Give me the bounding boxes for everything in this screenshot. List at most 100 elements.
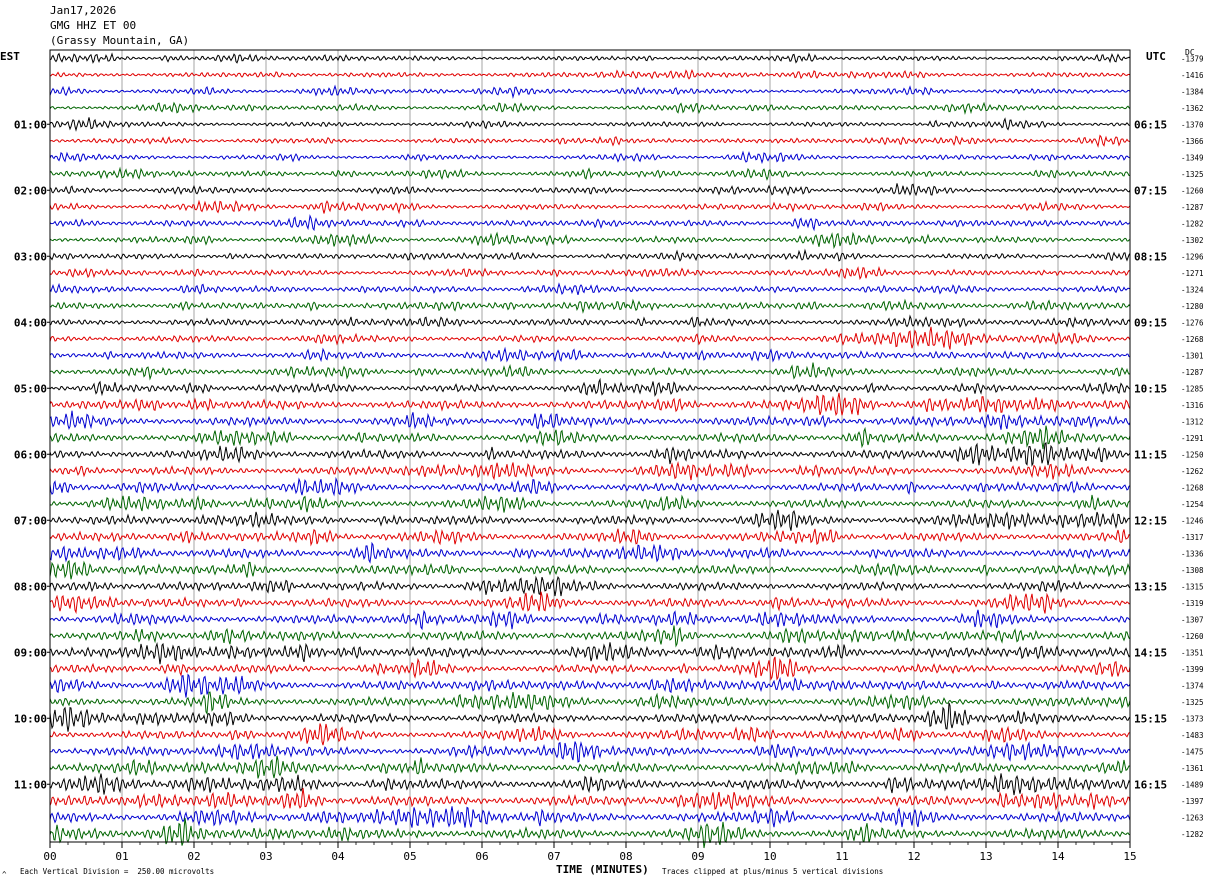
trace-row-10 bbox=[49, 214, 1131, 232]
x-tick-label-01: 01 bbox=[115, 850, 128, 863]
dc-offset-label: -1315 bbox=[1181, 582, 1204, 591]
dc-offset-label: -1399 bbox=[1181, 665, 1204, 674]
dc-offset-label: -1325 bbox=[1181, 170, 1204, 179]
dc-offset-label: -1291 bbox=[1181, 434, 1204, 443]
dc-offset-label: -1296 bbox=[1181, 252, 1204, 261]
dc-offset-label: -1282 bbox=[1181, 219, 1204, 228]
trace-row-46 bbox=[49, 806, 1131, 828]
dc-offset-label: -1316 bbox=[1181, 401, 1204, 410]
est-hour-label: 08:00 bbox=[14, 580, 47, 593]
est-hour-label: 04:00 bbox=[14, 316, 47, 329]
x-axis-title: TIME (MINUTES) bbox=[556, 863, 649, 876]
x-tick-label-13: 13 bbox=[979, 850, 992, 863]
trace-row-21 bbox=[49, 392, 1131, 417]
location-label: (Grassy Mountain, GA) bbox=[50, 34, 190, 47]
trace-row-42 bbox=[49, 741, 1131, 763]
utc-hour-label: 15:15 bbox=[1134, 712, 1167, 725]
trace-row-7 bbox=[49, 166, 1131, 181]
seismic-traces bbox=[49, 52, 1131, 849]
scale-note: Each Vertical Division = 250.00 microvol… bbox=[20, 867, 215, 876]
trace-row-28 bbox=[49, 509, 1131, 531]
x-tick-label-08: 08 bbox=[619, 850, 632, 863]
dc-offset-label: -1384 bbox=[1181, 87, 1204, 96]
dc-offset-label: -1379 bbox=[1181, 54, 1204, 63]
trace-row-18 bbox=[49, 346, 1131, 363]
minute-gridlines bbox=[121, 50, 1059, 842]
utc-hour-label: 08:15 bbox=[1134, 250, 1167, 263]
dc-offset-label: -1489 bbox=[1181, 780, 1204, 789]
est-hour-label: 10:00 bbox=[14, 712, 47, 725]
x-tick-label-14: 14 bbox=[1051, 850, 1065, 863]
trace-row-5 bbox=[49, 134, 1131, 148]
trace-row-4 bbox=[49, 117, 1131, 132]
dc-offset-label: -1268 bbox=[1181, 335, 1204, 344]
trace-row-41 bbox=[49, 723, 1131, 746]
station-label: GMG HHZ ET 00 bbox=[50, 19, 137, 32]
x-tick-label-03: 03 bbox=[259, 850, 272, 863]
trace-row-12 bbox=[49, 248, 1131, 262]
trace-row-30 bbox=[49, 541, 1131, 564]
est-hour-label: 11:00 bbox=[14, 778, 47, 791]
est-axis-title: EST bbox=[0, 50, 20, 63]
trace-row-9 bbox=[49, 199, 1131, 215]
trace-row-27 bbox=[49, 494, 1131, 513]
dc-offset-label: -1246 bbox=[1181, 516, 1204, 525]
trace-row-33 bbox=[49, 591, 1131, 615]
est-hour-label: 03:00 bbox=[14, 250, 47, 263]
dc-offset-label: -1250 bbox=[1181, 450, 1204, 459]
utc-hour-label: 13:15 bbox=[1134, 580, 1167, 593]
trace-row-3 bbox=[49, 101, 1131, 115]
dc-header: DC bbox=[1185, 48, 1195, 57]
dc-offset-label: -1325 bbox=[1181, 698, 1204, 707]
dc-offset-label: -1260 bbox=[1181, 186, 1204, 195]
trace-row-15 bbox=[49, 298, 1131, 314]
dc-offset-label: -1260 bbox=[1181, 632, 1204, 641]
trace-row-38 bbox=[49, 673, 1131, 698]
trace-row-16 bbox=[49, 314, 1131, 329]
dc-offset-label: -1287 bbox=[1181, 203, 1204, 212]
trace-row-13 bbox=[49, 265, 1131, 280]
trace-row-43 bbox=[49, 755, 1131, 779]
x-tick-label-00: 00 bbox=[43, 850, 56, 863]
trace-row-23 bbox=[49, 425, 1131, 450]
corner-mark: ^ bbox=[2, 870, 7, 879]
dc-offset-label: -1263 bbox=[1181, 813, 1204, 822]
trace-row-44 bbox=[49, 773, 1131, 796]
x-tick-label-07: 07 bbox=[547, 850, 560, 863]
dc-offset-label: -1397 bbox=[1181, 797, 1204, 806]
utc-hour-label: 07:15 bbox=[1134, 184, 1167, 197]
trace-row-34 bbox=[49, 609, 1131, 631]
trace-row-45 bbox=[49, 787, 1131, 811]
dc-offset-label: -1475 bbox=[1181, 747, 1204, 756]
trace-row-2 bbox=[49, 84, 1131, 99]
dc-offset-label: -1280 bbox=[1181, 302, 1204, 311]
est-hour-label: 06:00 bbox=[14, 448, 47, 461]
trace-row-8 bbox=[49, 183, 1131, 197]
dc-offset-label: -1324 bbox=[1181, 285, 1204, 294]
est-hour-label: 09:00 bbox=[14, 646, 47, 659]
dc-offset-label: -1373 bbox=[1181, 714, 1204, 723]
est-hour-label: 05:00 bbox=[14, 382, 47, 395]
utc-hour-label: 12:15 bbox=[1134, 514, 1167, 527]
trace-row-0 bbox=[49, 52, 1131, 64]
trace-row-1 bbox=[50, 68, 1131, 80]
dc-offset-label: -1374 bbox=[1181, 681, 1204, 690]
dc-offset-label: -1308 bbox=[1181, 566, 1204, 575]
dc-offset-label: -1302 bbox=[1181, 236, 1204, 245]
trace-row-19 bbox=[49, 362, 1131, 381]
x-tick-label-11: 11 bbox=[835, 850, 848, 863]
trace-row-40 bbox=[49, 702, 1131, 732]
dc-offset-label: -1349 bbox=[1181, 153, 1204, 162]
dc-offset-label: -1366 bbox=[1181, 137, 1204, 146]
trace-row-39 bbox=[49, 691, 1131, 716]
est-hour-label: 07:00 bbox=[14, 514, 47, 527]
trace-row-47 bbox=[49, 817, 1131, 849]
dc-offset-label: -1254 bbox=[1181, 500, 1204, 509]
trace-row-22 bbox=[49, 410, 1131, 431]
utc-hour-label: 14:15 bbox=[1134, 646, 1167, 659]
utc-hour-label: 11:15 bbox=[1134, 448, 1167, 461]
dc-offset-label: -1362 bbox=[1181, 104, 1204, 113]
x-tick-label-02: 02 bbox=[187, 850, 200, 863]
trace-row-17 bbox=[49, 326, 1131, 350]
utc-hour-label: 16:15 bbox=[1134, 778, 1167, 791]
